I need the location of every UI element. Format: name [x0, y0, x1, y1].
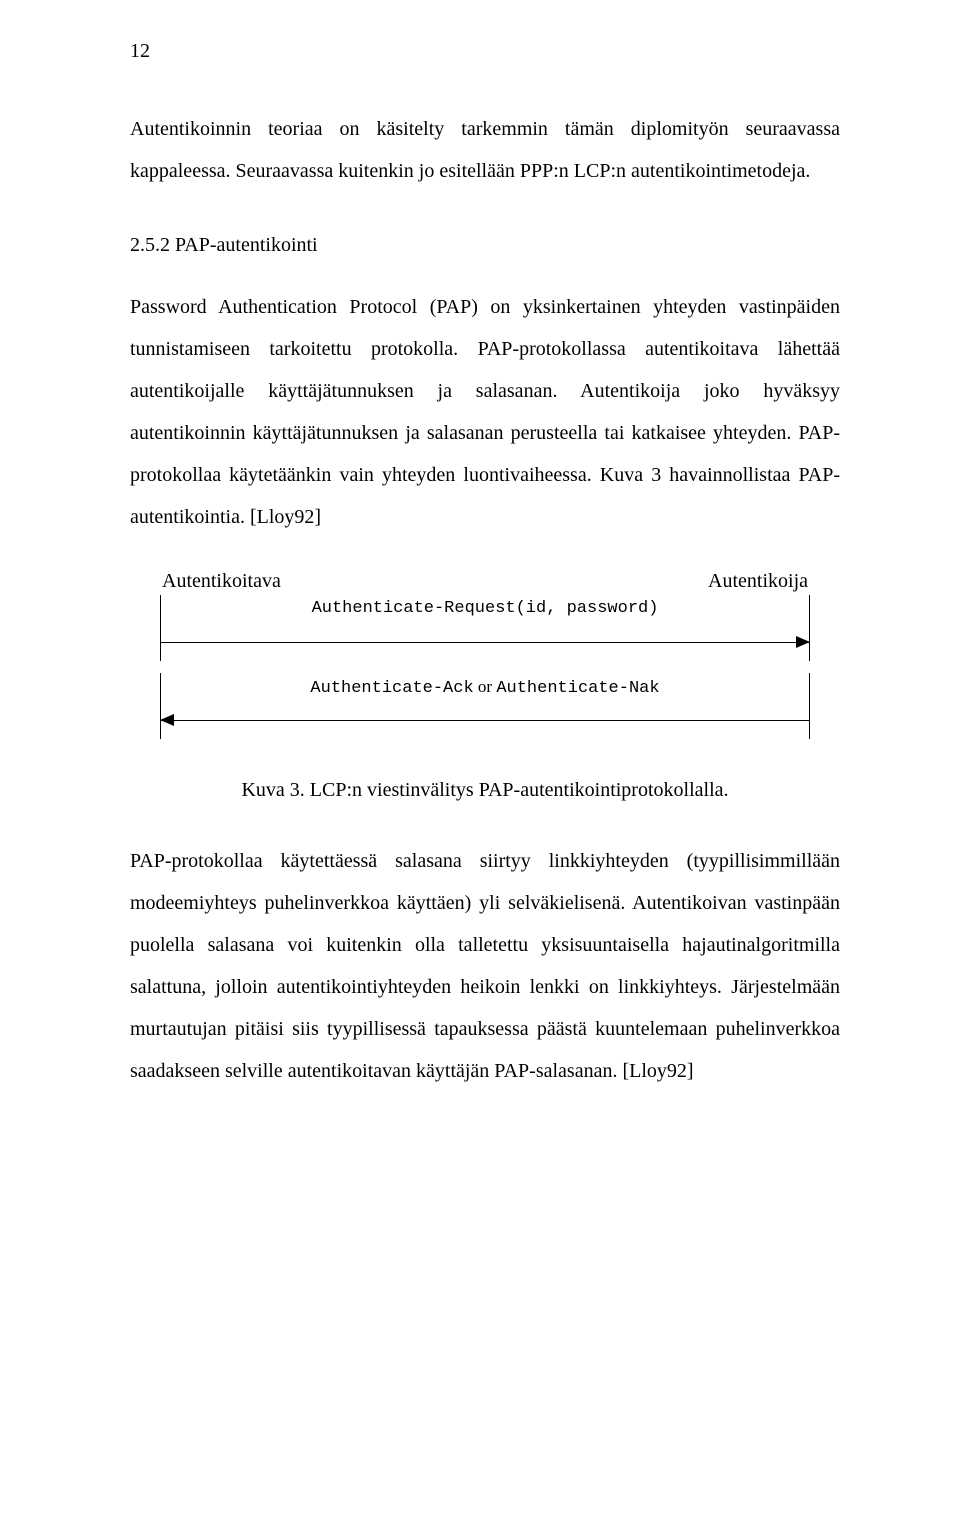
document-page: 12 Autentikoinnin teoriaa on käsitelty t… — [0, 0, 960, 1184]
message-ack-text: Authenticate-Ack — [310, 679, 473, 698]
message-response-label: Authenticate-Ack or Authenticate-Nak — [161, 677, 809, 698]
message-request-label: Authenticate-Request(id, password) — [161, 599, 809, 618]
arrow-right-icon — [161, 642, 809, 643]
diagram-right-actor: Autentikoija — [708, 570, 808, 593]
section-heading: 2.5.2 PAP-autentikointi — [130, 224, 840, 266]
figure-caption: Kuva 3. LCP:n viestinvälitys PAP-autenti… — [130, 779, 840, 802]
sequence-message-2: Authenticate-Ack or Authenticate-Nak — [160, 673, 810, 739]
arrow-left-icon — [161, 720, 809, 721]
sequence-message-1: Authenticate-Request(id, password) — [160, 595, 810, 661]
paragraph-pap-security: PAP-protokollaa käytettäessä salasana si… — [130, 840, 840, 1092]
diagram-actor-labels: Autentikoitava Autentikoija — [160, 570, 810, 595]
page-number: 12 — [130, 40, 840, 63]
paragraph-pap-description: Password Authentication Protocol (PAP) o… — [130, 286, 840, 538]
message-or-text: or — [474, 677, 497, 696]
paragraph-intro: Autentikoinnin teoriaa on käsitelty tark… — [130, 108, 840, 192]
sequence-diagram: Autentikoitava Autentikoija Authenticate… — [160, 570, 810, 739]
diagram-left-actor: Autentikoitava — [162, 570, 281, 593]
message-nak-text: Authenticate-Nak — [496, 679, 659, 698]
